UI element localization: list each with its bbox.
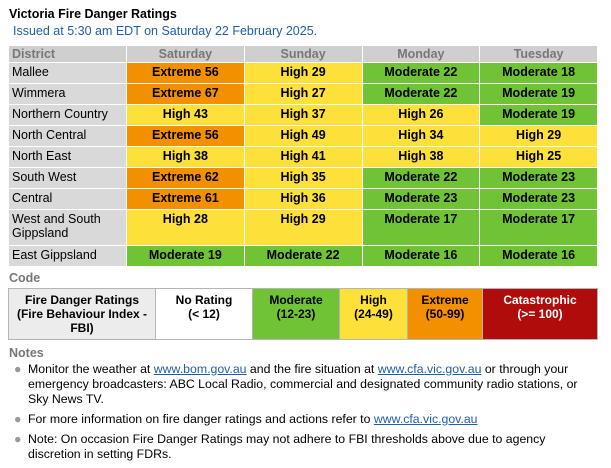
rating-cell-monday: Moderate 22 bbox=[361, 167, 481, 189]
rating-cell-tuesday: Moderate 17 bbox=[479, 209, 598, 246]
district-northern-country: Northern Country bbox=[8, 104, 127, 126]
legend-extreme: Extreme (50-99) bbox=[407, 288, 483, 340]
rating-cell-sunday: High 29 bbox=[243, 62, 363, 84]
rating-cell-saturday: High 28 bbox=[126, 209, 245, 246]
rating-cell-monday: Moderate 22 bbox=[361, 62, 481, 84]
table-row: Mallee Extreme 56 High 29 Moderate 22 Modera… bbox=[8, 62, 598, 84]
district-wimmera: Wimmera bbox=[8, 83, 127, 105]
rating-cell-tuesday: Moderate 23 bbox=[479, 188, 598, 210]
district-west-and-south-gippsland: West and South Gippsland bbox=[8, 209, 127, 246]
rating-cell-tuesday: Moderate 23 bbox=[479, 167, 598, 189]
rating-cell-saturday: Extreme 62 bbox=[126, 167, 245, 189]
legend-no-rating-name: No Rating bbox=[175, 293, 233, 307]
note-item: ● For more information on fire danger rat… bbox=[10, 412, 600, 427]
bullet-icon: ● bbox=[14, 362, 22, 376]
column-header-monday: Monday bbox=[361, 45, 481, 63]
rating-cell-sunday: High 41 bbox=[243, 146, 363, 168]
rating-cell-sunday: High 36 bbox=[243, 188, 363, 210]
rating-cell-tuesday: Moderate 19 bbox=[479, 104, 598, 126]
rating-cell-monday: Moderate 22 bbox=[361, 83, 481, 105]
rating-cell-tuesday: Moderate 18 bbox=[479, 62, 598, 84]
note-text: Note: On occasion Fire Danger Ratings ma… bbox=[28, 432, 546, 461]
table-row: Wimmera Extreme 67 High 27 Moderate 22 Moder… bbox=[8, 83, 598, 105]
bullet-icon: ● bbox=[14, 432, 22, 446]
table-row: North Central Extreme 56 High 49 High 34 Hig… bbox=[8, 125, 598, 147]
rating-cell-monday: Moderate 17 bbox=[361, 209, 481, 246]
legend-high-range: (24-49) bbox=[354, 307, 393, 321]
district-east-gippsland: East Gippsland bbox=[8, 245, 127, 267]
note-text: For more information on fire danger rati… bbox=[28, 412, 374, 426]
rating-cell-tuesday: High 25 bbox=[479, 146, 598, 168]
district-central: Central bbox=[8, 188, 127, 210]
fire-danger-ratings-table: District Saturday Sunday Monday Tuesday … bbox=[8, 45, 598, 267]
legend-extreme-range: (50-99) bbox=[425, 307, 465, 321]
legend-no-rating: No Rating (< 12) bbox=[155, 288, 253, 340]
district-north-central: North Central bbox=[8, 125, 127, 147]
rating-cell-monday: Moderate 23 bbox=[361, 188, 481, 210]
rating-cell-sunday: High 37 bbox=[243, 104, 363, 126]
legend-catastrophic-range: (>= 100) bbox=[517, 307, 563, 321]
rating-cell-tuesday: Moderate 19 bbox=[479, 83, 598, 105]
note-text: and the fire situation at bbox=[246, 362, 378, 376]
rating-cell-saturday: Extreme 67 bbox=[126, 83, 245, 105]
legend-label: Fire Danger Ratings (Fire Behaviour Inde… bbox=[8, 288, 156, 340]
table-row: South West Extreme 62 High 35 Moderate 22 Mo… bbox=[8, 167, 598, 189]
rating-cell-sunday: High 29 bbox=[243, 209, 363, 246]
legend-extreme-name: Extreme bbox=[421, 293, 469, 307]
note-text: Monitor the weather at bbox=[28, 362, 154, 376]
note-item: ● Monitor the weather at www.bom.gov.au a… bbox=[10, 362, 600, 407]
rating-cell-saturday: Extreme 56 bbox=[126, 125, 245, 147]
legend-high-name: High bbox=[360, 293, 387, 307]
legend-catastrophic: Catastrophic (>= 100) bbox=[482, 288, 598, 340]
rating-cell-monday: High 38 bbox=[361, 146, 481, 168]
table-header-row: District Saturday Sunday Monday Tuesday bbox=[8, 45, 598, 63]
table-row: Northern Country High 43 High 37 High 26 Mod… bbox=[8, 104, 598, 126]
legend-moderate-name: Moderate bbox=[269, 293, 323, 307]
rating-cell-saturday: High 38 bbox=[126, 146, 245, 168]
rating-cell-sunday: Moderate 22 bbox=[243, 245, 363, 267]
table-row: East Gippsland Moderate 19 Moderate 22 Mode… bbox=[8, 245, 598, 267]
rating-cell-monday: High 34 bbox=[361, 125, 481, 147]
rating-cell-tuesday: High 29 bbox=[479, 125, 598, 147]
issued-timestamp: Issued at 5:30 am EDT on Saturday 22 Feb… bbox=[13, 24, 318, 38]
notes-list: ● Monitor the weather at www.bom.gov.au a… bbox=[10, 362, 600, 467]
rating-cell-saturday: High 43 bbox=[126, 104, 245, 126]
page-title: Victoria Fire Danger Ratings bbox=[9, 7, 177, 21]
column-header-tuesday: Tuesday bbox=[479, 45, 598, 63]
rating-cell-saturday: Extreme 61 bbox=[126, 188, 245, 210]
table-row: North East High 38 High 41 High 38 High 25 bbox=[8, 146, 598, 168]
rating-cell-monday: High 26 bbox=[361, 104, 481, 126]
note-text: or through your emergency broadcasters: … bbox=[28, 362, 578, 406]
rating-cell-sunday: High 35 bbox=[243, 167, 363, 189]
column-header-sunday: Sunday bbox=[243, 45, 363, 63]
link-www-cfa-vic-gov-au[interactable]: www.cfa.vic.gov.au bbox=[373, 412, 478, 426]
legend-moderate: Moderate (12-23) bbox=[252, 288, 340, 340]
rating-cell-saturday: Extreme 56 bbox=[126, 62, 245, 84]
rating-cell-sunday: High 27 bbox=[243, 83, 363, 105]
link-www-cfa-vic-gov-au[interactable]: www.cfa.vic.gov.au bbox=[377, 362, 482, 376]
rating-cell-saturday: Moderate 19 bbox=[126, 245, 245, 267]
table-row: Central Extreme 61 High 36 Moderate 23 Moder… bbox=[8, 188, 598, 210]
note-item: ● Note: On occasion Fire Danger Ratings m… bbox=[10, 432, 600, 462]
link-www-bom-gov-au[interactable]: www.bom.gov.au bbox=[153, 362, 247, 376]
legend-catastrophic-name: Catastrophic bbox=[503, 293, 577, 307]
district-mallee: Mallee bbox=[8, 62, 127, 84]
rating-cell-tuesday: Moderate 16 bbox=[479, 245, 598, 267]
rating-cell-monday: Moderate 16 bbox=[361, 245, 481, 267]
district-south-west: South West bbox=[8, 167, 127, 189]
rating-code-legend: Fire Danger Ratings (Fire Behaviour Inde… bbox=[8, 288, 598, 340]
rating-cell-sunday: High 49 bbox=[243, 125, 363, 147]
code-heading: Code bbox=[9, 271, 41, 285]
legend-no-rating-range: (< 12) bbox=[188, 307, 220, 321]
column-header-saturday: Saturday bbox=[126, 45, 245, 63]
bullet-icon: ● bbox=[14, 412, 22, 426]
notes-heading: Notes bbox=[9, 346, 44, 360]
table-row: West and South Gippsland High 28 High 29 Mo… bbox=[8, 209, 598, 246]
column-header-district: District bbox=[8, 45, 127, 63]
district-north-east: North East bbox=[8, 146, 127, 168]
legend-moderate-range: (12-23) bbox=[276, 307, 316, 321]
legend-high: High (24-49) bbox=[339, 288, 408, 340]
